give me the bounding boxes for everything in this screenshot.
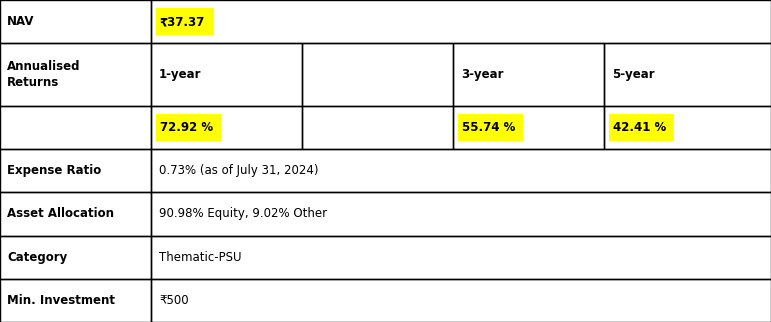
Text: 5-year: 5-year	[612, 68, 655, 81]
Bar	[156, 114, 221, 141]
Bar	[453, 43, 604, 106]
Text: Category: Category	[7, 251, 67, 264]
Text: Asset Allocation: Asset Allocation	[7, 207, 114, 220]
Bar	[151, 0, 771, 43]
Bar	[0, 149, 151, 192]
Text: 0.73% (as of July 31, 2024): 0.73% (as of July 31, 2024)	[159, 164, 318, 177]
Bar	[151, 279, 771, 322]
Text: ₹37.37: ₹37.37	[159, 15, 204, 28]
Bar	[0, 106, 151, 149]
Bar	[453, 43, 604, 106]
Bar	[151, 106, 302, 149]
Bar	[302, 43, 453, 106]
Text: 3-year: 3-year	[461, 68, 503, 81]
Bar	[453, 106, 604, 149]
Bar	[0, 279, 151, 322]
Bar	[604, 43, 771, 106]
Bar	[0, 279, 151, 322]
Bar	[151, 235, 771, 279]
Bar	[0, 106, 151, 149]
Bar	[151, 192, 771, 235]
Text: 42.41 %: 42.41 %	[614, 121, 667, 134]
Bar	[0, 235, 151, 279]
Text: 72.92 %: 72.92 %	[160, 121, 214, 134]
Bar	[604, 43, 771, 106]
Text: Thematic-PSU: Thematic-PSU	[159, 251, 241, 264]
Bar	[604, 106, 771, 149]
Text: Expense Ratio: Expense Ratio	[7, 164, 101, 177]
Bar	[151, 43, 302, 106]
Bar	[458, 114, 524, 141]
Bar	[151, 235, 771, 279]
Bar	[0, 0, 151, 43]
Bar	[0, 149, 151, 192]
Bar	[0, 235, 151, 279]
Bar	[151, 149, 771, 192]
Bar	[604, 106, 771, 149]
Bar	[453, 106, 604, 149]
Bar	[156, 8, 214, 35]
Text: Min. Investment: Min. Investment	[7, 294, 115, 307]
Text: Returns: Returns	[7, 76, 59, 89]
Bar	[0, 192, 151, 235]
Bar	[151, 0, 771, 43]
Bar	[609, 114, 675, 141]
Text: ₹500: ₹500	[159, 294, 189, 307]
Bar	[151, 106, 302, 149]
Bar	[0, 43, 151, 106]
Bar	[302, 106, 453, 149]
Text: NAV: NAV	[7, 15, 35, 28]
Text: Annualised: Annualised	[7, 60, 80, 73]
Bar	[151, 279, 771, 322]
Bar	[151, 149, 771, 192]
Bar	[151, 43, 302, 106]
Bar	[302, 43, 453, 106]
Bar	[0, 43, 151, 106]
Bar	[0, 0, 151, 43]
Bar	[151, 192, 771, 235]
Text: 1-year: 1-year	[159, 68, 201, 81]
Text: 90.98% Equity, 9.02% Other: 90.98% Equity, 9.02% Other	[159, 207, 327, 220]
Text: 55.74 %: 55.74 %	[463, 121, 516, 134]
Bar	[0, 192, 151, 235]
Bar	[302, 106, 453, 149]
